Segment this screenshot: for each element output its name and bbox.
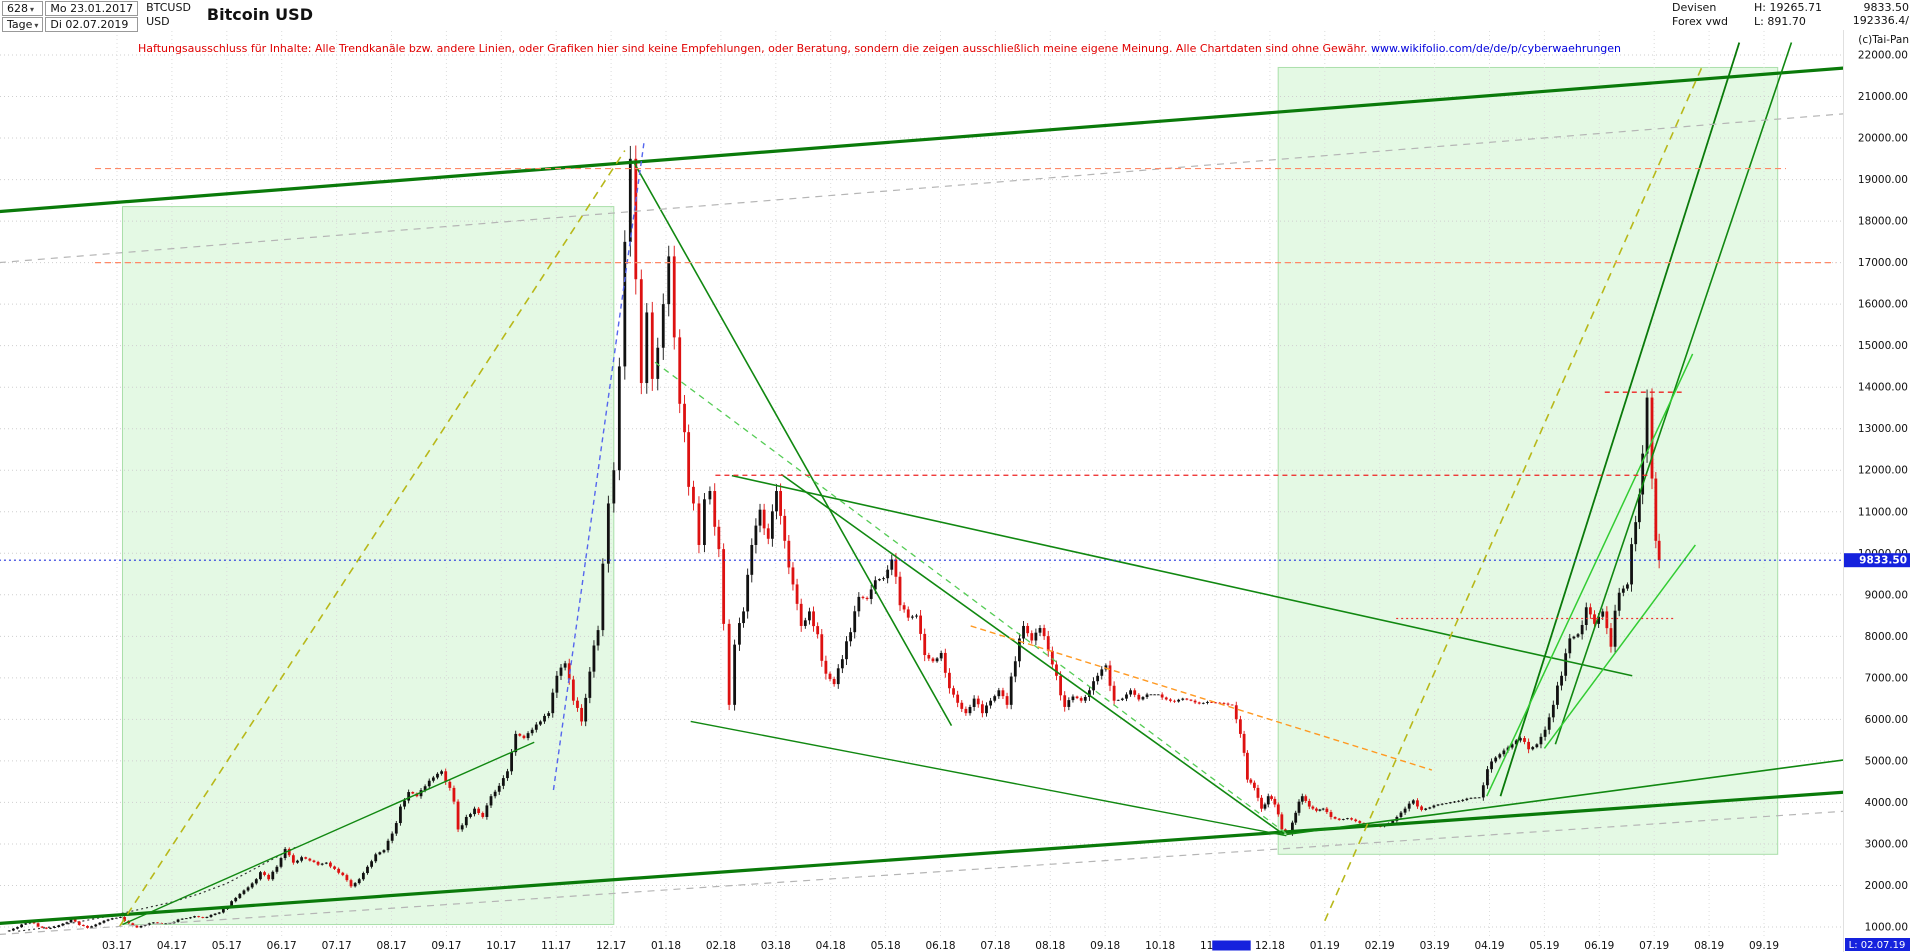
svg-text:03.19: 03.19	[1420, 940, 1450, 952]
svg-text:04.19: 04.19	[1474, 940, 1504, 952]
svg-text:08.19: 08.19	[1694, 940, 1724, 952]
bars-count-dropdown[interactable]: 628 ▾	[2, 1, 44, 16]
svg-text:06.19: 06.19	[1584, 940, 1614, 952]
svg-text:12.18: 12.18	[1255, 940, 1285, 952]
period-low-value: L: 891.70	[1754, 15, 1806, 28]
svg-text:13000.00: 13000.00	[1858, 423, 1908, 435]
svg-text:05.17: 05.17	[212, 940, 242, 952]
last-date-tag: L: 02.07.19	[1845, 938, 1910, 951]
svg-text:21000.00: 21000.00	[1858, 91, 1908, 103]
svg-text:16000.00: 16000.00	[1858, 299, 1908, 311]
chevron-down-icon: ▾	[30, 5, 35, 14]
svg-text:L: 02.07.19: L: 02.07.19	[1849, 940, 1906, 951]
svg-text:08.17: 08.17	[376, 940, 406, 952]
svg-text:14000.00: 14000.00	[1858, 382, 1908, 394]
trendlines[interactable]	[0, 42, 1852, 936]
axes: 1000.00 2000.00 3000.00 4000.00 5000.00 6000.…	[102, 0, 1908, 952]
svg-text:9833.50: 9833.50	[1859, 555, 1907, 567]
svg-text:03.18: 03.18	[761, 940, 791, 952]
svg-text:3000.00: 3000.00	[1865, 838, 1908, 850]
range-start-date: Mo 23.01.2017	[45, 1, 139, 16]
axis-tags: 9833.50 L: 02.07.19	[1212, 553, 1910, 951]
svg-text:1000.00: 1000.00	[1865, 922, 1908, 934]
svg-text:07.18: 07.18	[980, 940, 1010, 952]
chart-header: 628 ▾ Tage ▾ Mo 23.01.2017 Di 02.07.2019 B…	[0, 0, 1912, 32]
svg-text:02.19: 02.19	[1365, 940, 1395, 952]
svg-text:17000.00: 17000.00	[1858, 257, 1908, 269]
grid	[0, 31, 1843, 936]
symbol-currency: USD	[146, 15, 170, 28]
feed-label: Forex vwd	[1672, 15, 1729, 28]
svg-text:18000.00: 18000.00	[1858, 216, 1908, 228]
period-dropdown[interactable]: Tage ▾	[2, 17, 44, 32]
disclaimer-link[interactable]: www.wikifolio.com/de/de/p/cyberwaehrunge…	[1371, 42, 1622, 55]
svg-text:11.17: 11.17	[541, 940, 571, 952]
svg-text:6000.00: 6000.00	[1865, 714, 1908, 726]
symbol-code: BTCUSD	[146, 1, 191, 14]
svg-text:09.19: 09.19	[1749, 940, 1779, 952]
chevron-down-icon: ▾	[34, 21, 39, 30]
svg-text:20000.00: 20000.00	[1858, 133, 1908, 145]
market-label: Devisen	[1672, 1, 1717, 14]
svg-text:05.19: 05.19	[1529, 940, 1559, 952]
volume-value: 192336.4/	[1852, 14, 1909, 27]
svg-text:12000.00: 12000.00	[1858, 465, 1908, 477]
bars-count-value: 628	[7, 2, 28, 15]
svg-text:10.17: 10.17	[486, 940, 516, 952]
svg-text:5000.00: 5000.00	[1865, 755, 1908, 767]
svg-text:9000.00: 9000.00	[1865, 589, 1908, 601]
svg-text:10.18: 10.18	[1145, 940, 1175, 952]
svg-text:7000.00: 7000.00	[1865, 672, 1908, 684]
candles	[7, 145, 1661, 932]
svg-text:05.18: 05.18	[871, 940, 901, 952]
svg-text:07.17: 07.17	[322, 940, 352, 952]
svg-text:09.17: 09.17	[431, 940, 461, 952]
svg-text:11000.00: 11000.00	[1858, 506, 1908, 518]
current-price-tag: 9833.50	[1844, 553, 1910, 568]
svg-text:06.17: 06.17	[267, 940, 297, 952]
period-high-value: H: 19265.71	[1754, 1, 1822, 14]
svg-text:19000.00: 19000.00	[1858, 174, 1908, 186]
svg-text:03.17: 03.17	[102, 940, 132, 952]
svg-text:04.17: 04.17	[157, 940, 187, 952]
instrument-title: Bitcoin USD	[206, 5, 313, 24]
copyright-label: (c)Tai-Pan	[1858, 34, 1909, 46]
svg-text:02.18: 02.18	[706, 940, 736, 952]
last-price-value: 9833.50	[1863, 1, 1910, 14]
disclaimer-body: Haftungsausschluss für Inhalte: Alle Tre…	[138, 42, 1368, 55]
svg-text:09.18: 09.18	[1090, 940, 1120, 952]
svg-text:01.18: 01.18	[651, 940, 681, 952]
svg-text:8000.00: 8000.00	[1865, 631, 1908, 643]
shaded-regions	[121, 66, 1779, 926]
disclaimer: Haftungsausschluss für Inhalte: Alle Tre…	[138, 42, 1621, 55]
svg-text:12.17: 12.17	[596, 940, 626, 952]
svg-text:4000.00: 4000.00	[1865, 797, 1908, 809]
svg-text:04.18: 04.18	[816, 940, 846, 952]
svg-text:08.18: 08.18	[1035, 940, 1065, 952]
svg-text:22000.00: 22000.00	[1858, 50, 1908, 62]
svg-text:2000.00: 2000.00	[1865, 880, 1908, 892]
svg-text:15000.00: 15000.00	[1858, 340, 1908, 352]
period-value: Tage	[7, 18, 33, 31]
svg-text:06.18: 06.18	[925, 940, 955, 952]
svg-text:07.19: 07.19	[1639, 940, 1669, 952]
timeline-selection-thumb[interactable]	[1212, 940, 1251, 951]
svg-text:01.19: 01.19	[1310, 940, 1340, 952]
range-end-date: Di 02.07.2019	[45, 17, 139, 32]
